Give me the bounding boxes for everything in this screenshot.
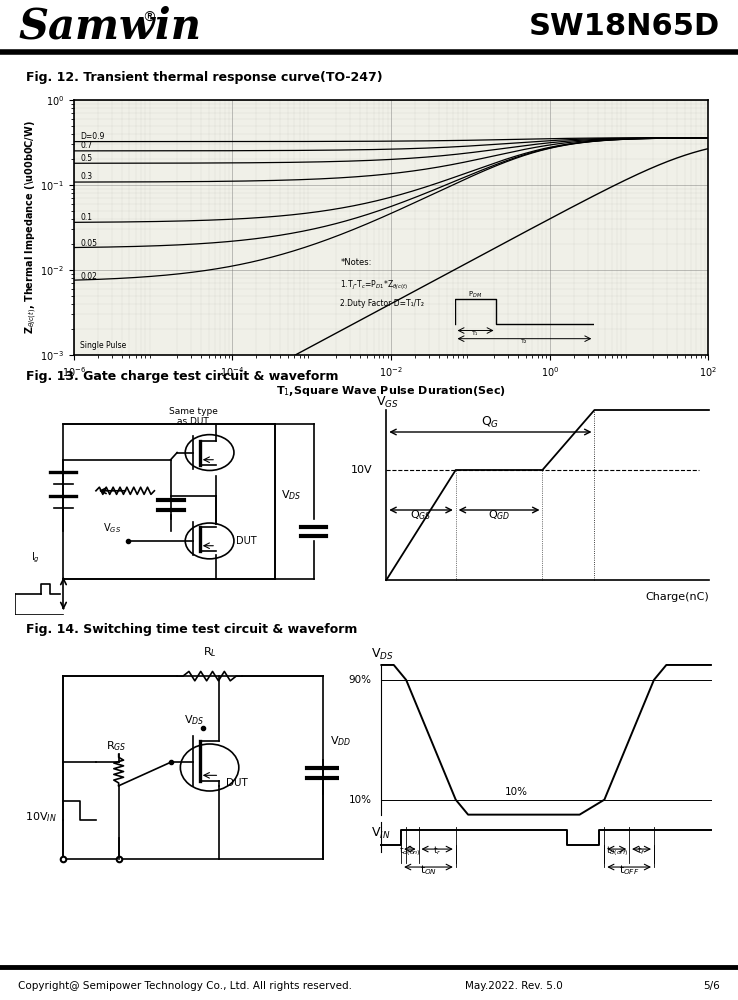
Text: t$_r$: t$_r$ [433, 845, 441, 857]
X-axis label: T$_1$,Square Wave Pulse Duration(Sec): T$_1$,Square Wave Pulse Duration(Sec) [276, 384, 506, 398]
Text: t$_{ON}$: t$_{ON}$ [420, 863, 437, 877]
Text: Fig. 12. Transient thermal response curve(TO-247): Fig. 12. Transient thermal response curv… [26, 71, 382, 84]
Text: 1.T$_j$-T$_c$=P$_{D1}$*Z$_{\theta jc(t)}$: 1.T$_j$-T$_c$=P$_{D1}$*Z$_{\theta jc(t)}… [340, 278, 408, 292]
Text: Copyright@ Semipower Technology Co., Ltd. All rights reserved.: Copyright@ Semipower Technology Co., Ltd… [18, 981, 353, 991]
Text: *Notes:: *Notes: [340, 258, 372, 267]
Text: V$_{DS}$: V$_{DS}$ [281, 489, 301, 502]
Text: 90%: 90% [348, 675, 371, 685]
Text: t$_{d(on)}$: t$_{d(on)}$ [399, 844, 421, 858]
Text: Q$_{GS}$: Q$_{GS}$ [410, 508, 432, 522]
Text: 0.1: 0.1 [80, 213, 92, 222]
Text: DUT: DUT [235, 536, 256, 546]
Text: t$_{d(off)}$: t$_{d(off)}$ [606, 844, 628, 858]
Text: Charge(nC): Charge(nC) [645, 592, 709, 602]
Text: May.2022. Rev. 5.0: May.2022. Rev. 5.0 [465, 981, 562, 991]
Text: Fig. 14. Switching time test circuit & waveform: Fig. 14. Switching time test circuit & w… [26, 623, 357, 636]
Text: V$_{GS}$: V$_{GS}$ [103, 521, 121, 535]
Text: Fig. 13. Gate charge test circuit & waveform: Fig. 13. Gate charge test circuit & wave… [26, 370, 338, 383]
Text: Samwin: Samwin [18, 5, 201, 47]
Text: 0.7: 0.7 [80, 141, 92, 150]
Text: Single Pulse: Single Pulse [80, 341, 126, 350]
Text: 0.5: 0.5 [80, 154, 92, 163]
Text: 0.05: 0.05 [80, 239, 97, 248]
Text: 10%: 10% [506, 787, 528, 797]
Text: Same type: Same type [169, 407, 218, 416]
Text: 0.3: 0.3 [80, 172, 92, 181]
Text: I$_g$: I$_g$ [31, 550, 40, 565]
Text: V$_{DS}$: V$_{DS}$ [371, 646, 394, 662]
Bar [63, 424, 275, 579]
Text: t$_{OFF}$: t$_{OFF}$ [619, 863, 639, 877]
Text: 5/6: 5/6 [703, 981, 720, 991]
Text: D=0.9: D=0.9 [80, 132, 105, 141]
Text: 2.Duty Factor D=T₁/T₂: 2.Duty Factor D=T₁/T₂ [340, 299, 424, 308]
Text: V$_{IN}$: V$_{IN}$ [371, 826, 391, 841]
Text: as DUT: as DUT [177, 417, 210, 426]
Text: ®: ® [142, 11, 156, 25]
Text: R$_{GS}$: R$_{GS}$ [106, 739, 126, 753]
Text: SW18N65D: SW18N65D [528, 12, 720, 41]
Text: R$_L$: R$_L$ [203, 645, 216, 659]
Text: 0.02: 0.02 [80, 272, 97, 281]
Text: 10%: 10% [348, 795, 371, 805]
Text: V$_{DD}$: V$_{DD}$ [330, 734, 351, 748]
Text: Q$_G$: Q$_G$ [481, 415, 500, 430]
Text: 10V$_{IN}$: 10V$_{IN}$ [24, 810, 56, 824]
Text: Q$_{GD}$: Q$_{GD}$ [488, 508, 510, 522]
Text: 10V: 10V [351, 465, 373, 475]
Y-axis label: Z$_{\theta jc(t)}$, Thermal Impedance (\u00b0C/W): Z$_{\theta jc(t)}$, Thermal Impedance (\… [24, 121, 38, 334]
Text: V$_{GS}$: V$_{GS}$ [376, 395, 399, 410]
Text: V$_{DS}$: V$_{DS}$ [184, 713, 204, 727]
Text: t$_f$: t$_f$ [637, 845, 646, 857]
Text: DUT: DUT [226, 778, 247, 788]
